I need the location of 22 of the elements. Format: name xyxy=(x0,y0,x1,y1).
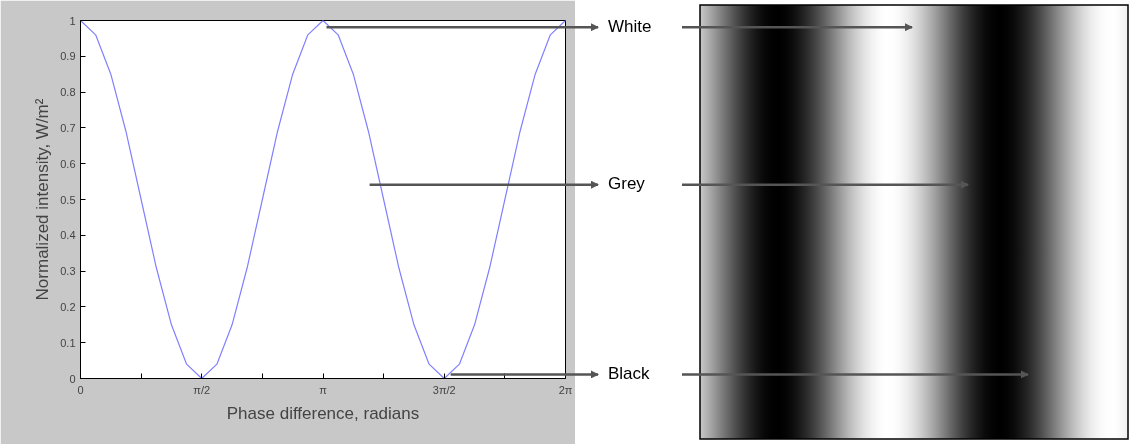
y-tick-label: 0.5 xyxy=(60,193,76,206)
y-axis-title: Normalized intensity, W/m² xyxy=(33,98,53,301)
x-tick-label: π xyxy=(319,383,328,396)
y-tick-label: 0.8 xyxy=(60,86,76,99)
x-tick-label: 2π xyxy=(558,383,573,396)
x-tick-label: 0 xyxy=(77,383,84,396)
text: Black xyxy=(608,363,651,383)
y-tick-label: 0.7 xyxy=(60,121,76,134)
y-tick-label: 0.1 xyxy=(60,336,76,349)
y-tick-label: 0 xyxy=(69,372,76,385)
y-tick-label: 0.2 xyxy=(60,300,76,313)
x-axis-title: Phase difference, radians xyxy=(226,403,420,423)
y-tick-label: 0.3 xyxy=(60,265,76,278)
line-series xyxy=(80,20,566,379)
y-tick-label: 0.4 xyxy=(60,229,76,242)
x-tick-label: π/2 xyxy=(193,383,211,396)
x-tick-label: 3π/2 xyxy=(432,383,456,396)
text: White xyxy=(608,16,652,36)
y-tick-label: 0.6 xyxy=(60,157,76,170)
y-tick-label: 1 xyxy=(69,14,76,27)
text: Grey xyxy=(608,174,646,194)
y-tick-label: 0.9 xyxy=(60,50,76,63)
